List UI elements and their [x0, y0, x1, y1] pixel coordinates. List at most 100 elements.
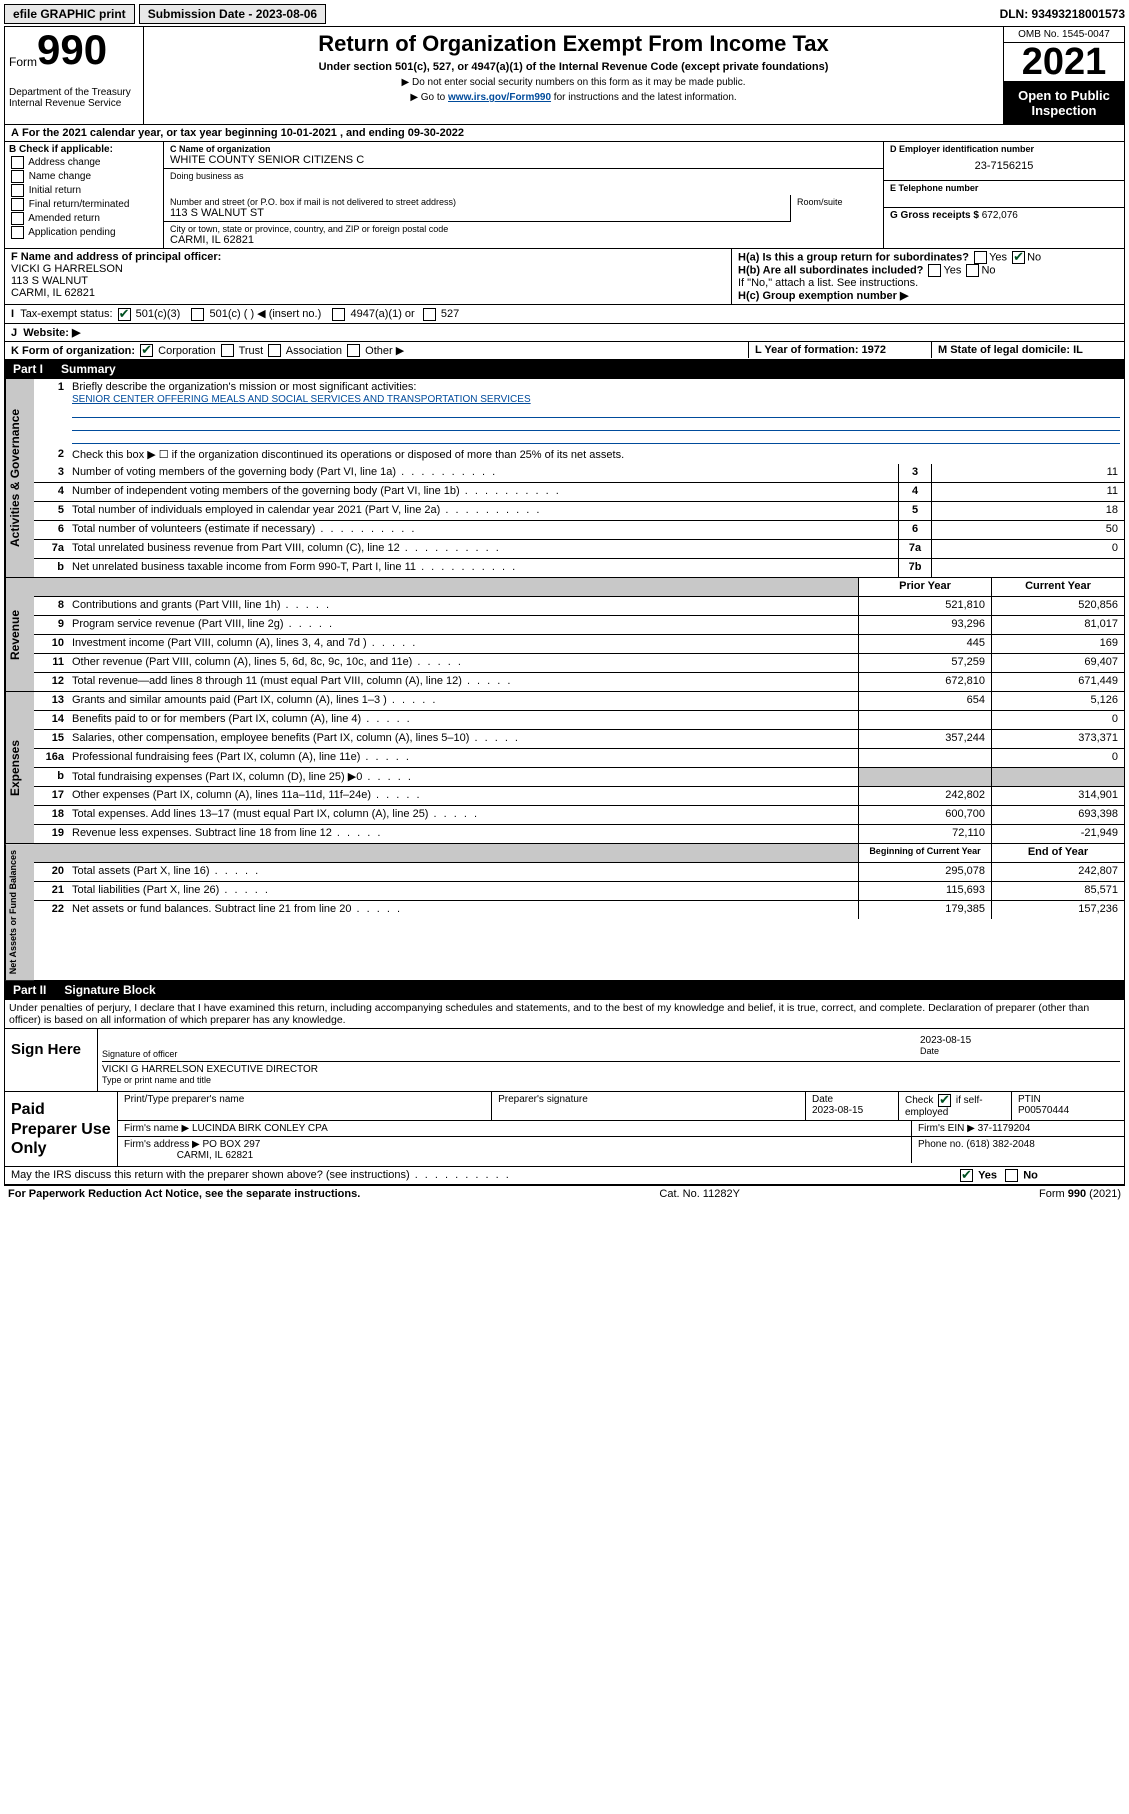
- ha-yes-checkbox[interactable]: [974, 251, 987, 264]
- discuss-label: May the IRS discuss this return with the…: [5, 1167, 952, 1183]
- prep-sig-label: Preparer's signature: [498, 1094, 799, 1105]
- summary-row: 22Net assets or fund balances. Subtract …: [34, 901, 1124, 919]
- netassets-section: Net Assets or Fund Balances Beginning of…: [5, 843, 1124, 981]
- section-b-checkbox[interactable]: [11, 184, 24, 197]
- prior-year-header: Prior Year: [858, 578, 991, 596]
- officer-addr2: CARMI, IL 62821: [11, 287, 725, 299]
- discuss-no-checkbox[interactable]: [1005, 1169, 1018, 1182]
- gross-value: 672,076: [982, 210, 1018, 221]
- discuss-yes-checkbox[interactable]: [960, 1169, 973, 1182]
- firm-name-label: Firm's name ▶: [124, 1123, 189, 1134]
- part-ii-header: Part II Signature Block: [5, 981, 1124, 999]
- page-footer: For Paperwork Reduction Act Notice, see …: [4, 1185, 1125, 1202]
- corp-checkbox[interactable]: [140, 344, 153, 357]
- form-subtitle: Under section 501(c), 527, or 4947(a)(1)…: [152, 61, 995, 73]
- summary-row: 4Number of independent voting members of…: [34, 483, 1124, 502]
- opt-527: 527: [441, 308, 459, 320]
- paid-preparer-label: Paid Preparer Use Only: [5, 1092, 118, 1166]
- section-b-item: Amended return: [9, 212, 159, 225]
- firm-ein: 37-1179204: [978, 1123, 1031, 1134]
- officer-addr1: 113 S WALNUT: [11, 275, 725, 287]
- part-i-title: Summary: [61, 362, 116, 376]
- addr-label: Number and street (or P.O. box if mail i…: [170, 197, 784, 207]
- end-year-header: End of Year: [991, 844, 1124, 862]
- ha-row: H(a) Is this a group return for subordin…: [738, 251, 1118, 264]
- dln-label: DLN: 93493218001573: [1000, 7, 1125, 21]
- begin-year-header: Beginning of Current Year: [858, 844, 991, 862]
- sig-date: 2023-08-15: [920, 1035, 1120, 1046]
- footer-mid: Cat. No. 11282Y: [659, 1188, 740, 1200]
- section-b-checkbox[interactable]: [11, 226, 24, 239]
- top-toolbar: efile GRAPHIC print Submission Date - 20…: [4, 4, 1125, 24]
- summary-row: 12Total revenue—add lines 8 through 11 (…: [34, 673, 1124, 691]
- officer-group-block: F Name and address of principal officer:…: [5, 249, 1124, 304]
- current-year-header: Current Year: [991, 578, 1124, 596]
- section-b-header: B Check if applicable:: [9, 144, 159, 155]
- other-checkbox[interactable]: [347, 344, 360, 357]
- opt-trust: Trust: [239, 345, 264, 357]
- assoc-checkbox[interactable]: [268, 344, 281, 357]
- 501c-checkbox[interactable]: [191, 308, 204, 321]
- prep-name-label: Print/Type preparer's name: [124, 1094, 485, 1105]
- dba-value: [170, 181, 877, 193]
- firm-phone-label: Phone no.: [918, 1139, 964, 1150]
- summary-row: 19Revenue less expenses. Subtract line 1…: [34, 825, 1124, 843]
- summary-row: 16aProfessional fundraising fees (Part I…: [34, 749, 1124, 768]
- form-container: Form 990 Department of the Treasury Inte…: [4, 26, 1125, 1185]
- declaration-text: Under penalties of perjury, I declare th…: [5, 999, 1124, 1028]
- hb-note: If "No," attach a list. See instructions…: [738, 277, 1118, 289]
- footer-left: For Paperwork Reduction Act Notice, see …: [8, 1188, 360, 1200]
- sig-date-label: Date: [920, 1046, 1120, 1056]
- section-b: B Check if applicable: Address change Na…: [5, 142, 164, 248]
- discuss-row: May the IRS discuss this return with the…: [5, 1166, 1124, 1184]
- city-value: CARMI, IL 62821: [170, 234, 877, 246]
- section-b-checkbox[interactable]: [11, 198, 24, 211]
- part-i-tag: Part I: [13, 362, 43, 376]
- officer-label: F Name and address of principal officer:: [11, 251, 725, 263]
- year-formation: L Year of formation: 1972: [755, 344, 886, 356]
- section-b-checkbox[interactable]: [11, 156, 24, 169]
- tax-exempt-label: Tax-exempt status:: [20, 308, 112, 320]
- section-c: C Name of organization WHITE COUNTY SENI…: [164, 142, 884, 248]
- firm-addr-label: Firm's address ▶: [124, 1139, 200, 1150]
- footer-right: Form 990 (2021): [1039, 1188, 1121, 1200]
- summary-row: 11Other revenue (Part VIII, column (A), …: [34, 654, 1124, 673]
- summary-row: 3Number of voting members of the governi…: [34, 464, 1124, 483]
- instr2-pre: Go to: [421, 92, 448, 103]
- q1-label: Briefly describe the organization's miss…: [72, 381, 416, 393]
- ha-no-checkbox[interactable]: [1012, 251, 1025, 264]
- firm-ein-label: Firm's EIN ▶: [918, 1123, 975, 1134]
- 527-checkbox[interactable]: [423, 308, 436, 321]
- self-emp-label: Check if self-employed: [905, 1094, 1005, 1118]
- sig-name: VICKI G HARRELSON EXECUTIVE DIRECTOR: [102, 1064, 1120, 1075]
- 501c3-checkbox[interactable]: [118, 308, 131, 321]
- efile-button[interactable]: efile GRAPHIC print: [4, 4, 135, 24]
- submission-date-button[interactable]: Submission Date - 2023-08-06: [139, 4, 326, 24]
- form-title: Return of Organization Exempt From Incom…: [152, 31, 995, 57]
- trust-checkbox[interactable]: [221, 344, 234, 357]
- header-left: Form 990 Department of the Treasury Inte…: [5, 27, 144, 124]
- mission-text: SENIOR CENTER OFFERING MEALS AND SOCIAL …: [72, 394, 531, 405]
- hb-no-checkbox[interactable]: [966, 264, 979, 277]
- sig-name-label: Type or print name and title: [102, 1075, 1120, 1085]
- summary-row: 9Program service revenue (Part VIII, lin…: [34, 616, 1124, 635]
- hb-yes-checkbox[interactable]: [928, 264, 941, 277]
- sign-here-label: Sign Here: [5, 1029, 98, 1091]
- section-b-checkbox[interactable]: [11, 212, 24, 225]
- period-text: For the 2021 calendar year, or tax year …: [22, 127, 464, 139]
- section-b-checkbox[interactable]: [11, 170, 24, 183]
- instructions-link[interactable]: www.irs.gov/Form990: [448, 92, 551, 103]
- self-emp-checkbox[interactable]: [938, 1094, 951, 1107]
- opt-501c3: 501(c)(3): [136, 308, 181, 320]
- addr-value: 113 S WALNUT ST: [170, 207, 784, 219]
- line-i: I Tax-exempt status: 501(c)(3) 501(c) ( …: [5, 304, 1124, 323]
- sig-officer-label: Signature of officer: [102, 1049, 920, 1059]
- summary-row: bNet unrelated business taxable income f…: [34, 559, 1124, 577]
- part-i-header: Part I Summary: [5, 360, 1124, 378]
- ein-value: 23-7156215: [890, 154, 1118, 178]
- 4947-checkbox[interactable]: [332, 308, 345, 321]
- opt-corp: Corporation: [158, 345, 215, 357]
- instruction-1: Do not enter social security numbers on …: [152, 77, 995, 88]
- section-b-item: Name change: [9, 170, 159, 183]
- activities-governance-section: Activities & Governance 1 Briefly descri…: [5, 378, 1124, 577]
